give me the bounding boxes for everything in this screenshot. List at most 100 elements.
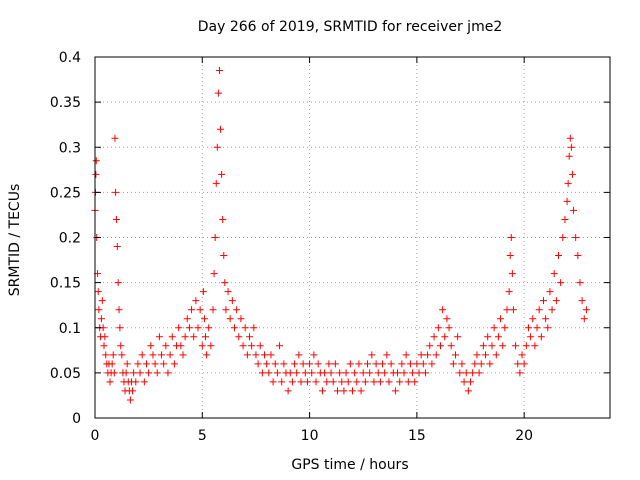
chart-title: Day 266 of 2019, SRMTID for receiver jme… [198,19,502,35]
data-point [114,279,122,287]
data-point [372,360,380,368]
data-point [568,170,576,178]
data-point [323,378,331,386]
data-point [102,351,110,359]
data-point [92,170,100,178]
data-point [164,369,172,377]
data-point [479,342,487,350]
data-point [190,333,198,341]
y-tick-label: 0.1 [59,321,81,337]
data-point [383,351,391,359]
data-point [454,333,462,341]
data-point [564,179,572,187]
data-point [366,369,374,377]
y-tick-label: 0 [72,411,81,427]
data-point [411,378,419,386]
data-point [576,279,584,287]
data-point [361,378,369,386]
data-point [464,387,472,395]
data-point [449,360,457,368]
data-point [544,324,552,332]
x-axis-ticks: 0 5 10 15 20 [91,57,533,444]
data-point [533,324,541,332]
data-point [252,351,260,359]
data-point [118,351,126,359]
data-point [514,360,522,368]
data-point [214,89,222,97]
data-point [276,342,284,350]
data-point [230,324,238,332]
data-point [284,387,292,395]
y-tick-label: 0.3 [59,140,81,156]
data-point [559,234,567,241]
data-point [153,369,161,377]
data-point [417,351,425,359]
data-point [539,297,547,305]
data-point [155,333,163,341]
data-point [220,252,228,260]
data-point [243,351,251,359]
x-axis-label: GPS time / hours [291,457,408,473]
data-point [512,342,520,350]
grid-lines [95,57,610,418]
data-point [263,360,271,368]
data-point [181,333,189,341]
data-point [415,369,423,377]
data-point [239,342,247,350]
data-point [473,351,481,359]
data-point [202,333,210,341]
data-point [452,351,459,359]
x-tick-label: 5 [198,428,207,444]
data-point [508,270,516,278]
data-point [331,360,339,368]
data-point [537,333,545,341]
data-point [175,324,183,332]
data-point [391,387,399,395]
data-point [364,360,372,368]
data-point [398,360,406,368]
data-point [353,378,361,386]
data-point [241,324,249,332]
data-point [170,360,178,368]
data-point [458,360,466,368]
data-point [147,342,155,350]
data-point [113,243,121,251]
data-point [357,387,365,395]
data-point [424,351,432,359]
data-point [428,360,436,368]
data-point [299,360,307,368]
data-point [312,378,320,386]
data-point [387,360,395,368]
data-point [531,342,539,350]
data-point [237,315,245,323]
data-point [475,369,483,377]
data-point [109,351,117,359]
data-point [566,134,574,142]
data-point [336,369,344,377]
data-point [355,360,363,368]
data-point [97,315,105,323]
data-point [267,351,275,359]
data-point [488,342,496,350]
data-point [467,378,475,386]
data-point [409,369,417,377]
data-point [196,306,204,314]
data-point [160,360,168,368]
data-point [490,324,498,332]
y-axis-label: SRMTID / TECUs [7,184,23,297]
data-point [548,306,556,314]
data-point [130,369,138,377]
data-point [185,324,193,332]
data-point [482,351,490,359]
data-point [351,369,359,377]
data-point [221,279,229,287]
data-point [212,179,220,187]
data-point [327,369,335,377]
data-point [497,315,505,323]
data-point [271,360,279,368]
data-point [505,288,513,296]
data-point [486,360,494,368]
data-point [318,387,326,395]
data-point [499,342,507,350]
